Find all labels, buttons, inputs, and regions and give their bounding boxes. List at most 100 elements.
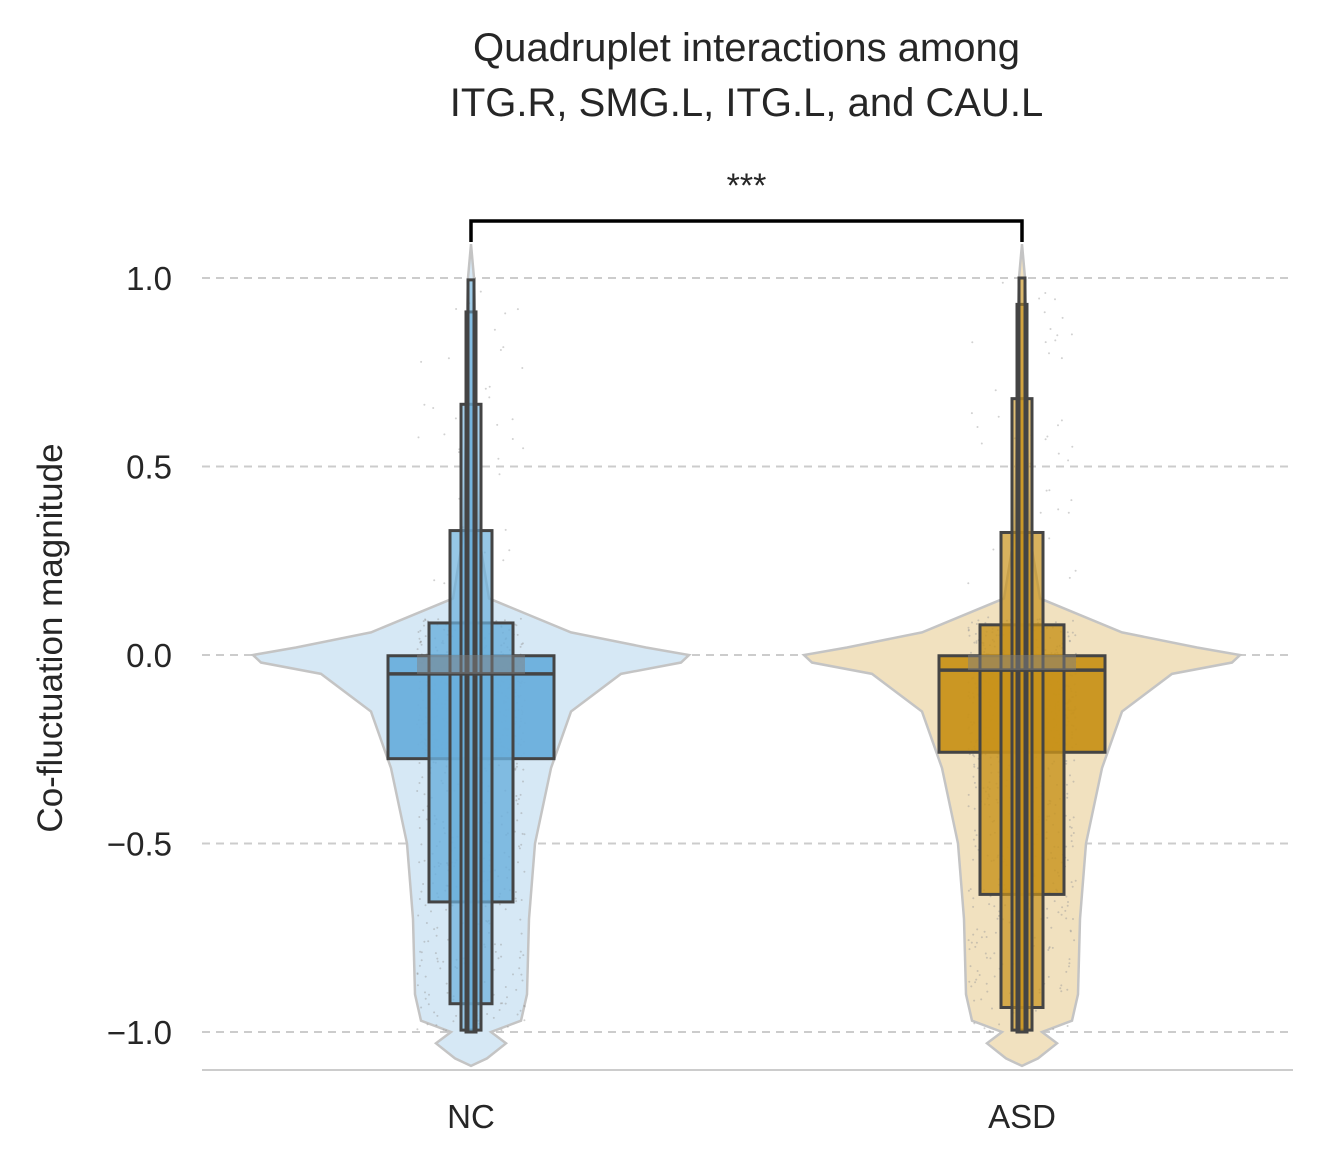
jitter-point — [973, 807, 976, 810]
jitter-point — [423, 403, 426, 406]
jitter-point — [523, 833, 526, 836]
jitter-point — [420, 360, 423, 363]
jitter-point — [983, 1027, 986, 1030]
jitter-point — [518, 847, 521, 850]
y-tick-label: −1.0 — [107, 1014, 172, 1051]
jitter-point — [511, 418, 514, 421]
jitter-point — [968, 980, 971, 983]
jitter-point — [973, 755, 976, 758]
jitter-point — [520, 899, 523, 901]
jitter-point — [1038, 297, 1041, 300]
jitter-point — [520, 812, 523, 815]
jitter-point — [497, 457, 500, 460]
jitter-point — [968, 634, 971, 637]
jitter-point — [1072, 832, 1075, 834]
jitter-point — [504, 1002, 507, 1005]
jitter-point — [436, 926, 439, 929]
jitter-point — [521, 832, 524, 835]
jitter-point — [980, 998, 983, 1001]
jitter-point — [1057, 424, 1059, 427]
jitter-point — [993, 905, 996, 908]
jitter-point — [497, 957, 500, 960]
jitter-point — [428, 993, 430, 996]
jitter-point — [418, 898, 421, 900]
jitter-point — [420, 843, 423, 846]
jitter-point — [419, 950, 422, 953]
jitter-point — [973, 641, 976, 644]
jitter-point — [436, 1014, 439, 1017]
jitter-point — [417, 436, 420, 439]
jitter-point — [515, 762, 518, 765]
jitter-point — [418, 762, 421, 764]
jitter-point — [1073, 939, 1076, 942]
jitter-point — [445, 1029, 447, 1032]
jitter-point — [425, 818, 428, 821]
jitter-point — [975, 941, 978, 944]
jitter-point — [445, 908, 448, 911]
jitter-point — [430, 910, 432, 913]
jitter-point — [418, 637, 421, 640]
jitter-point — [519, 918, 522, 921]
jitter-point — [416, 972, 419, 975]
jitter-point — [1066, 796, 1069, 799]
jitter-point — [1072, 918, 1074, 920]
jitter-point — [986, 990, 989, 993]
jitter-point — [972, 933, 975, 936]
density-overlay-asd — [968, 655, 1076, 671]
jitter-point — [1069, 825, 1071, 828]
jitter-point — [493, 968, 496, 971]
y-tick-label: 1.0 — [126, 260, 172, 297]
jitter-point — [967, 939, 970, 942]
jitter-point — [974, 632, 977, 635]
jitter-point — [435, 934, 438, 937]
jitter-point — [511, 438, 514, 440]
jitter-point — [1067, 511, 1070, 514]
jitter-point — [419, 629, 422, 632]
jitter-point — [517, 861, 519, 864]
jitter-point — [1066, 792, 1069, 795]
jitter-point — [419, 640, 422, 643]
jitter-point — [1066, 1025, 1069, 1027]
jitter-point — [1046, 435, 1049, 438]
jitter-point — [512, 973, 514, 976]
jitter-point — [423, 624, 425, 627]
jitter-point — [1068, 640, 1071, 643]
jitter-point — [1066, 988, 1069, 991]
jitter-point — [974, 845, 977, 848]
jitter-point — [980, 936, 983, 939]
jitter-point — [1064, 909, 1067, 912]
jitter-point — [1060, 990, 1063, 993]
jitter-point — [1044, 341, 1047, 344]
jitter-point — [424, 991, 426, 994]
significance-label: *** — [727, 167, 767, 205]
significance-annotation: *** — [469, 167, 1024, 242]
jitter-point — [1070, 499, 1073, 502]
jitter-point — [1057, 508, 1060, 511]
jitter-point — [493, 943, 496, 946]
jitter-point — [427, 1003, 430, 1006]
y-tick-label: 0.5 — [126, 449, 172, 486]
jitter-point — [434, 952, 437, 955]
jitter-point — [975, 978, 978, 981]
jitter-point — [446, 991, 449, 994]
jitter-point — [1061, 906, 1064, 909]
jitter-point — [989, 957, 992, 960]
jitter-point — [975, 640, 978, 643]
jitter-point — [504, 528, 507, 531]
jitter-point — [967, 889, 970, 892]
jitter-point — [424, 997, 427, 1000]
jitter-point — [419, 641, 422, 644]
jitter-point — [970, 985, 973, 988]
jitter-point — [502, 346, 505, 349]
jitter-point — [1045, 489, 1048, 492]
jitter-point — [523, 1005, 526, 1008]
jitter-point — [521, 367, 524, 369]
jitter-point — [433, 928, 436, 931]
jitter-point — [1066, 904, 1069, 907]
jitter-point — [418, 861, 421, 864]
jitter-point — [419, 640, 422, 643]
jitter-point — [484, 387, 487, 390]
jitter-point — [502, 559, 505, 562]
significance-bracket — [469, 219, 1024, 242]
jitter-point — [1060, 913, 1063, 916]
